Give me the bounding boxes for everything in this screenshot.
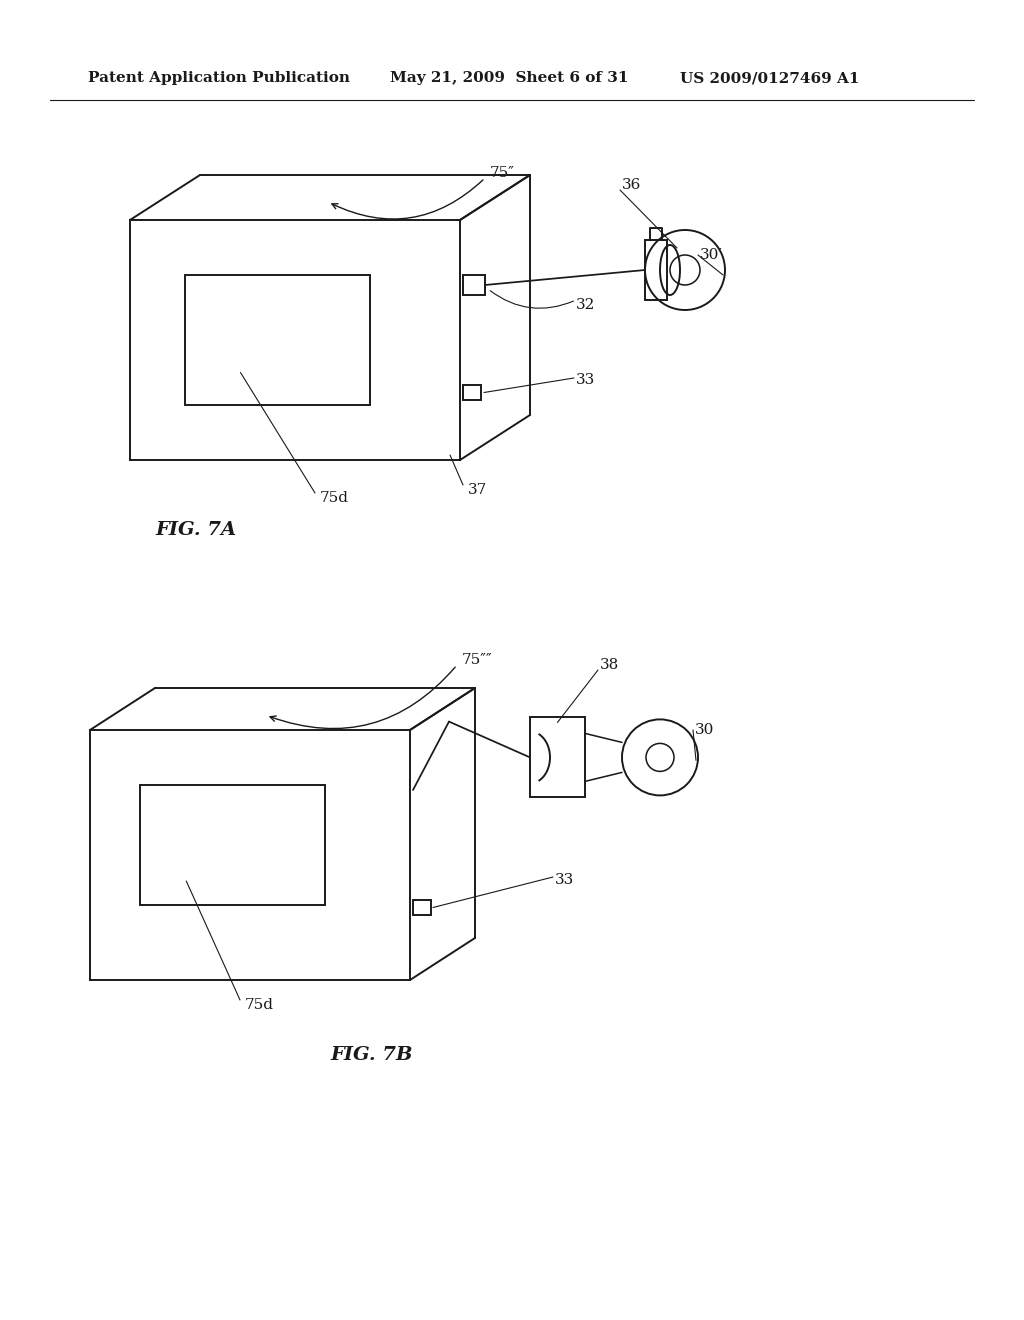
- Text: May 21, 2009  Sheet 6 of 31: May 21, 2009 Sheet 6 of 31: [390, 71, 629, 84]
- Bar: [130, 220, 460, 459]
- Bar: [463, 275, 485, 294]
- Text: 37: 37: [468, 483, 487, 498]
- Text: 33: 33: [575, 374, 595, 387]
- Text: 33: 33: [555, 873, 574, 887]
- Text: 30: 30: [695, 723, 715, 737]
- Text: 75d: 75d: [319, 491, 349, 506]
- Text: 75″: 75″: [490, 166, 515, 180]
- Text: 32: 32: [575, 298, 595, 312]
- Text: 30′: 30′: [700, 248, 723, 261]
- Text: 75d: 75d: [245, 998, 274, 1012]
- Bar: [185, 275, 370, 405]
- Bar: [530, 717, 585, 797]
- Text: FIG. 7B: FIG. 7B: [330, 1045, 413, 1064]
- Text: FIG. 7A: FIG. 7A: [155, 521, 237, 539]
- Bar: [645, 240, 667, 300]
- Text: Patent Application Publication: Patent Application Publication: [88, 71, 350, 84]
- Text: 38: 38: [600, 657, 620, 672]
- Text: 36: 36: [622, 178, 641, 191]
- Text: US 2009/0127469 A1: US 2009/0127469 A1: [680, 71, 859, 84]
- Text: 75″″: 75″″: [462, 653, 493, 667]
- Bar: [90, 730, 410, 979]
- Bar: [413, 900, 431, 915]
- Bar: [463, 385, 481, 400]
- Bar: [140, 785, 325, 906]
